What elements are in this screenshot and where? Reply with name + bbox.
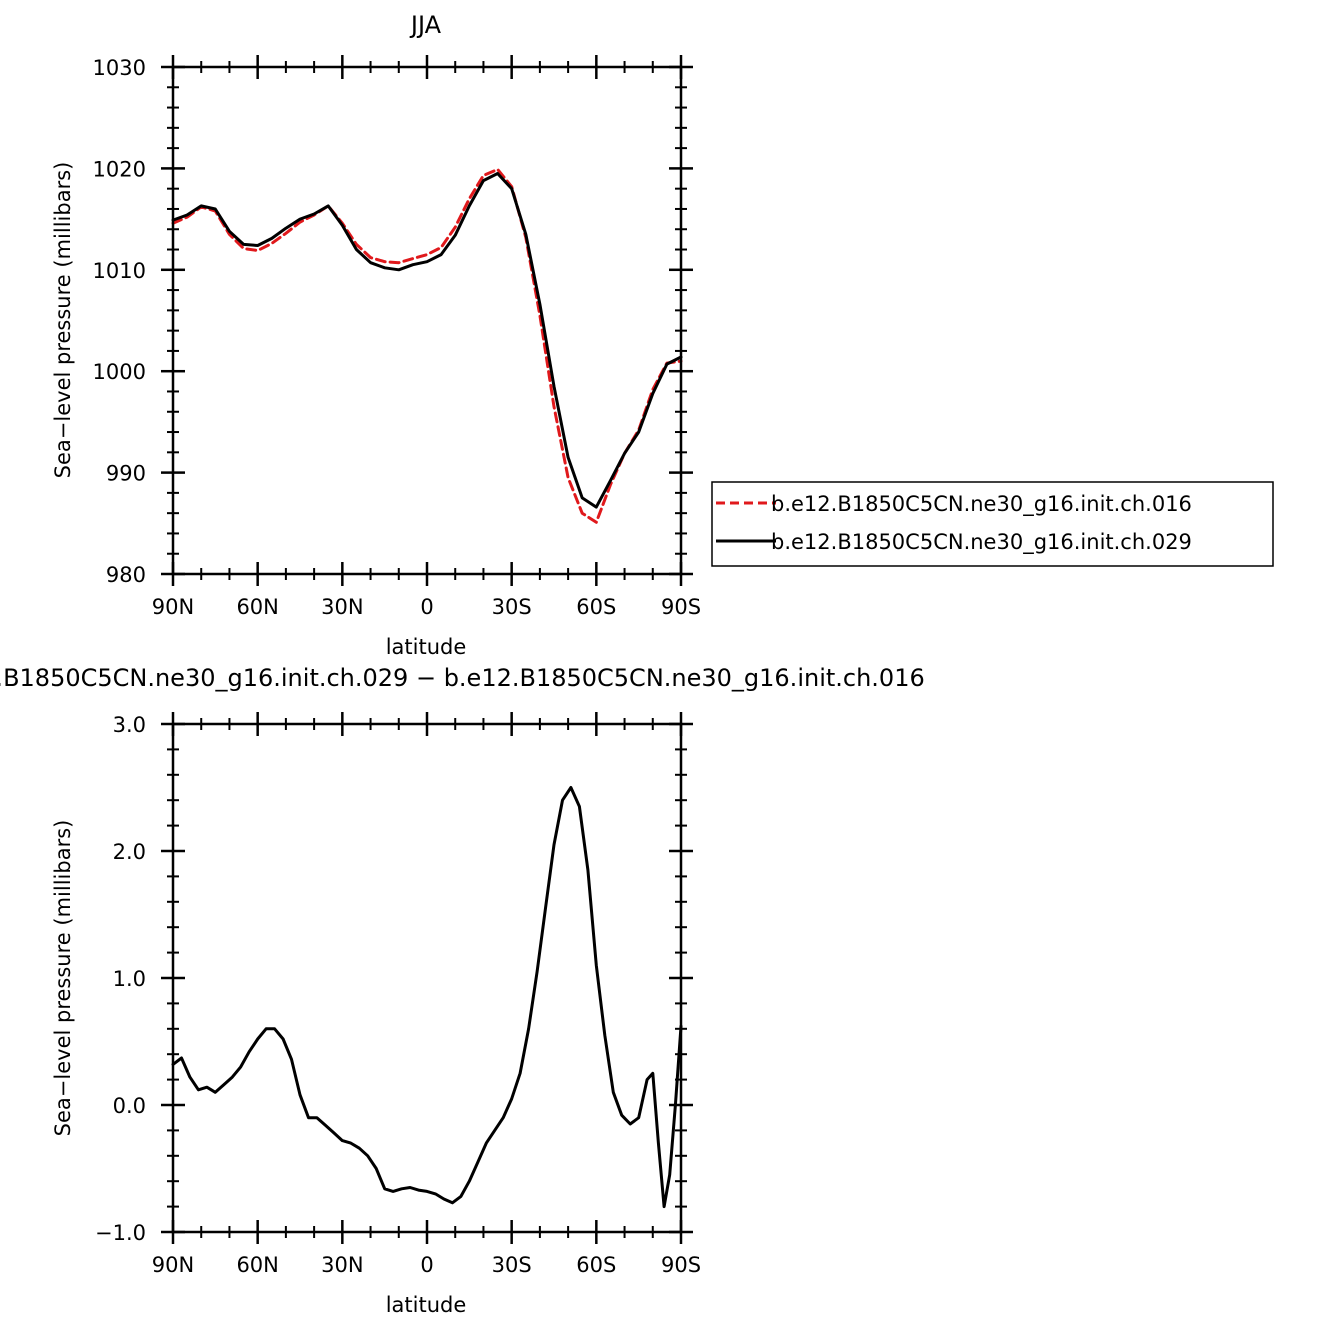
chart0-x-tick-label: 60S xyxy=(576,595,616,619)
chart1-x-tick-label: 30S xyxy=(492,1253,532,1277)
chart1-y-tick-label: 3.0 xyxy=(113,713,146,737)
chart0-y-tick-label: 1030 xyxy=(93,56,146,80)
bottom-x-axis-label: latitude xyxy=(386,1293,467,1317)
chart1-x-tick-label: 30N xyxy=(321,1253,363,1277)
top-panel: JJA 90N 60N 30N 0 30S 60S 90S 980 990 1000 1010 102… xyxy=(51,11,1274,659)
chart1-x-tick-label: 60S xyxy=(576,1253,616,1277)
chart0-series-1-line xyxy=(171,172,683,509)
chart1-y-tick-label: 2.0 xyxy=(113,840,146,864)
top-plot-area xyxy=(171,167,683,524)
legend-entry-029: b.e12.B1850C5CN.ne30_g16.init.ch.029 xyxy=(771,530,1192,555)
bottom-plot-frame xyxy=(171,722,683,1234)
chart1-series-0-line xyxy=(171,786,683,1209)
bottom-plot-area xyxy=(171,786,683,1209)
chart0-series-0-line xyxy=(171,167,683,524)
chart1-x-tick-label: 60N xyxy=(236,1253,278,1277)
chart1-y-tick-label: 0.0 xyxy=(113,1094,146,1118)
chart0-y-tick-label: 980 xyxy=(106,563,146,587)
bottom-panel: b.e12.B1850C5CN.ne30_g16.init.ch.029 − b… xyxy=(0,664,925,1317)
chart1-x-tick-label: 0 xyxy=(420,1253,433,1277)
legend-entry-016: b.e12.B1850C5CN.ne30_g16.init.ch.016 xyxy=(771,492,1192,517)
chart0-x-tick-label: 30S xyxy=(492,595,532,619)
chart1-x-tick-label: 90S xyxy=(661,1253,701,1277)
top-y-axis-label: Sea−level pressure (millibars) xyxy=(51,162,75,479)
legend-box xyxy=(711,481,1274,567)
chart0-y-tick-label: 990 xyxy=(106,462,146,486)
chart0-x-tick-label: 90N xyxy=(152,595,194,619)
bottom-chart-title: b.e12.B1850C5CN.ne30_g16.init.ch.029 − b… xyxy=(0,664,925,692)
chart1-y-tick-label: −1.0 xyxy=(95,1221,146,1245)
chart0-x-tick-label: 90S xyxy=(661,595,701,619)
chart1-x-tick-label: 90N xyxy=(152,1253,194,1277)
chart0-y-tick-label: 1020 xyxy=(93,157,146,181)
chart0-x-tick-label: 0 xyxy=(420,595,433,619)
top-chart-title: JJA xyxy=(409,11,442,39)
top-x-axis-label: latitude xyxy=(386,635,467,659)
chart1-y-tick-label: 1.0 xyxy=(113,967,146,991)
chart0-x-tick-label: 60N xyxy=(236,595,278,619)
chart0-x-tick-label: 30N xyxy=(321,595,363,619)
chart0-y-tick-label: 1000 xyxy=(93,360,146,384)
bottom-y-axis-label: Sea−level pressure (millibars) xyxy=(51,820,75,1137)
top-ticks: 90N 60N 30N 0 30S 60S 90S 980 990 1000 1010 1020 103… xyxy=(93,55,701,619)
bottom-ticks: 90N 60N 30N 0 30S 60S 90S −1.0 0.0 1.0 2.0 3.0 xyxy=(95,712,701,1277)
chart0-y-tick-label: 1010 xyxy=(93,259,146,283)
legend: b.e12.B1850C5CN.ne30_g16.init.ch.016 b.e… xyxy=(711,481,1274,567)
